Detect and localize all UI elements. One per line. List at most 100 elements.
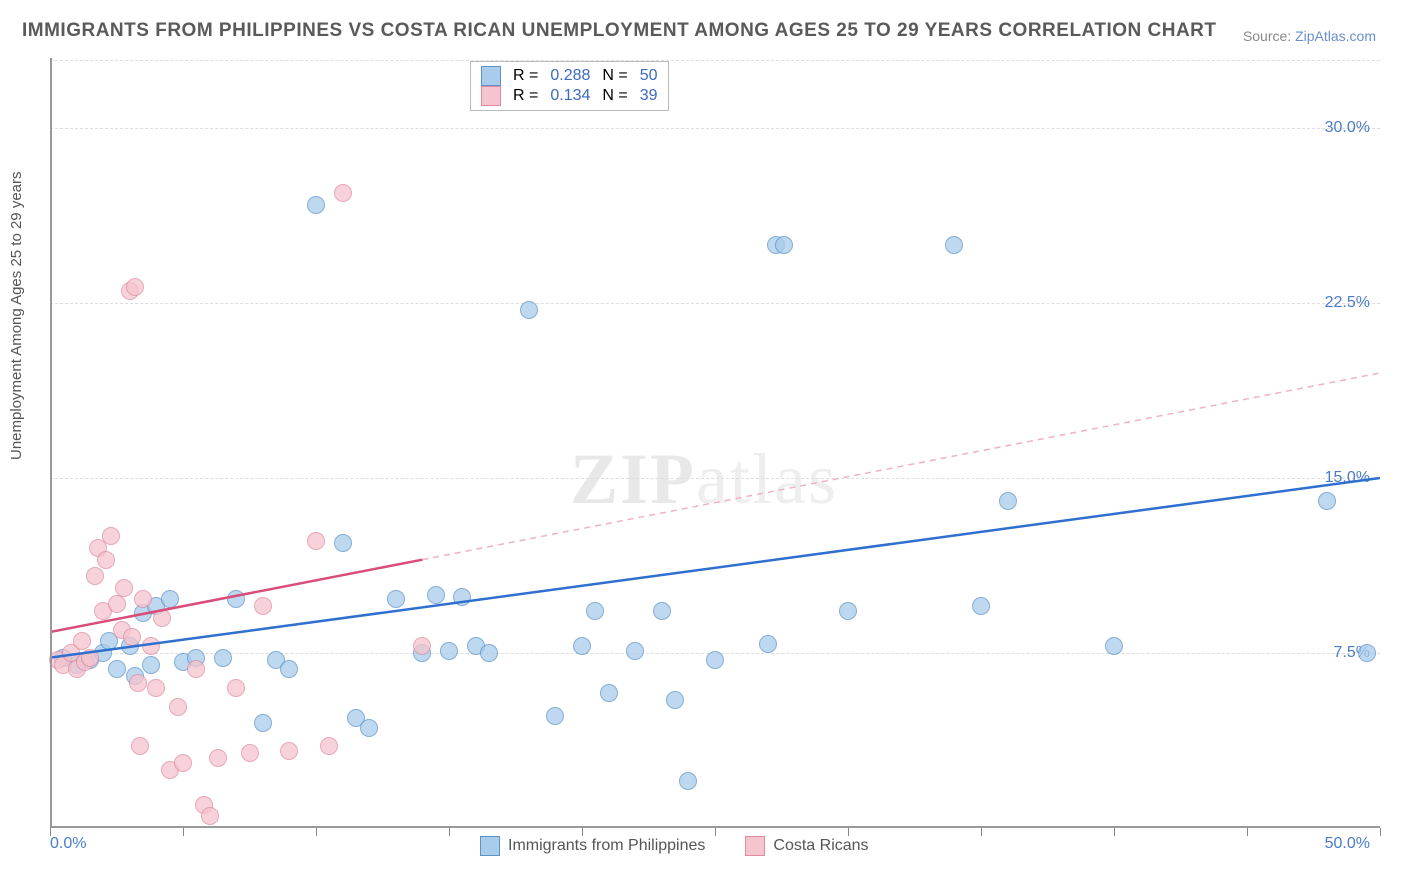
scatter-point [307,196,325,214]
x-tick-mark [449,828,450,836]
x-tick-mark [183,828,184,836]
x-tick-min: 0.0% [50,835,86,853]
scatter-point [129,674,147,692]
scatter-point [1358,644,1376,662]
scatter-point [201,807,219,825]
grid-line [50,303,1380,304]
scatter-point [453,588,471,606]
scatter-point [86,567,104,585]
scatter-point [209,749,227,767]
source-link[interactable]: ZipAtlas.com [1295,28,1376,44]
scatter-point [227,679,245,697]
scatter-point [320,737,338,755]
scatter-point [131,737,149,755]
x-axis-line [50,826,1380,828]
series-legend: Immigrants from Philippines Costa Ricans [480,836,869,856]
scatter-point [187,660,205,678]
scatter-point [972,597,990,615]
legend-row-costaricans: R = 0.134 N = 39 [481,86,658,106]
y-tick-label: 22.5% [1325,294,1370,312]
legend-label: Costa Ricans [773,837,868,855]
grid-line [50,60,1380,61]
scatter-point [666,691,684,709]
scatter-point [254,597,272,615]
n-label: N = [602,87,627,105]
scatter-point [440,642,458,660]
scatter-point [307,532,325,550]
y-axis-label: Unemployment Among Ages 25 to 29 years [8,171,25,460]
scatter-point [775,236,793,254]
swatch-icon [480,836,500,856]
legend-row-philippines: R = 0.288 N = 50 [481,66,658,86]
x-tick-mark [715,828,716,836]
r-label: R = [513,87,538,105]
scatter-point [759,635,777,653]
scatter-point [945,236,963,254]
scatter-point [280,660,298,678]
scatter-point [427,586,445,604]
scatter-point [387,590,405,608]
r-value-philippines: 0.288 [550,67,590,85]
n-value-costaricans: 39 [640,87,658,105]
scatter-point [227,590,245,608]
legend-item-philippines: Immigrants from Philippines [480,836,705,856]
scatter-point [108,660,126,678]
correlation-legend: R = 0.288 N = 50 R = 0.134 N = 39 [470,61,669,111]
scatter-point [626,642,644,660]
source-prefix: Source: [1243,28,1295,44]
scatter-point [147,679,165,697]
swatch-philippines [481,66,501,86]
scatter-point [334,184,352,202]
scatter-point [334,534,352,552]
scatter-point [839,602,857,620]
x-tick-mark [582,828,583,836]
scatter-point [1105,637,1123,655]
scatter-point [81,649,99,667]
scatter-point [1318,492,1336,510]
scatter-point [126,278,144,296]
scatter-point [142,656,160,674]
scatter-point [546,707,564,725]
scatter-point [254,714,272,732]
scatter-point [573,637,591,655]
scatter-point [520,301,538,319]
swatch-costaricans [481,86,501,106]
scatter-point [153,609,171,627]
scatter-point [97,551,115,569]
y-tick-label: 30.0% [1325,119,1370,137]
grid-line [50,128,1380,129]
chart-plot-area: ZIPatlas 7.5%15.0%22.5%30.0% R = 0.288 N… [50,58,1380,858]
n-label: N = [602,67,627,85]
scatter-point [653,602,671,620]
x-tick-mark [1380,828,1381,836]
chart-title: IMMIGRANTS FROM PHILIPPINES VS COSTA RIC… [22,20,1217,42]
scatter-point [999,492,1017,510]
scatter-point [142,637,160,655]
y-tick-label: 15.0% [1325,469,1370,487]
x-tick-mark [1247,828,1248,836]
y-axis-line [50,58,52,828]
swatch-icon [745,836,765,856]
scatter-point [115,579,133,597]
scatter-point [169,698,187,716]
x-tick-max: 50.0% [1325,835,1370,853]
scatter-point [123,628,141,646]
scatter-point [600,684,618,702]
grid-line [50,478,1380,479]
x-tick-mark [1114,828,1115,836]
scatter-point [360,719,378,737]
scatter-point [241,744,259,762]
scatter-point [413,637,431,655]
scatter-point [586,602,604,620]
scatter-point [706,651,724,669]
r-value-costaricans: 0.134 [550,87,590,105]
r-label: R = [513,67,538,85]
scatter-point [214,649,232,667]
legend-item-costaricans: Costa Ricans [745,836,868,856]
scatter-point [73,632,91,650]
legend-label: Immigrants from Philippines [508,837,705,855]
n-value-philippines: 50 [640,67,658,85]
x-tick-mark [981,828,982,836]
scatter-point [480,644,498,662]
scatter-point [280,742,298,760]
